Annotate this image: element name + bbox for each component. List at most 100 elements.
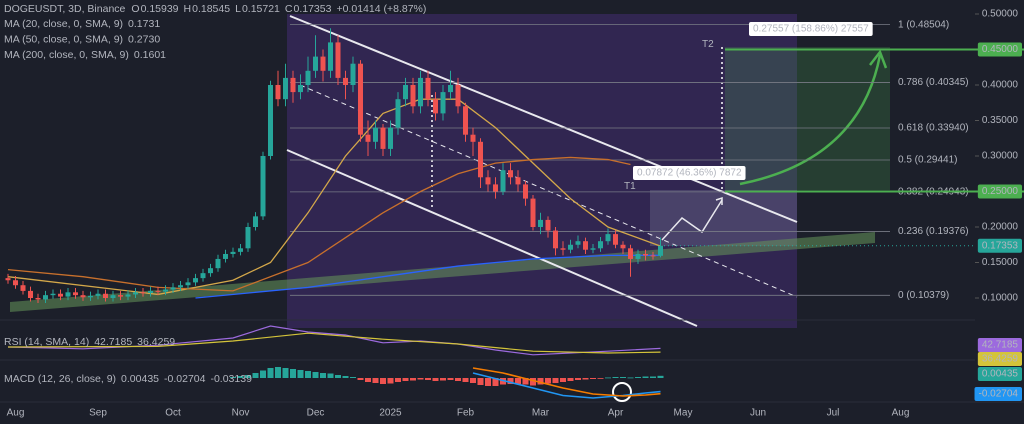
rsi-legend-value: 36.4259 xyxy=(137,336,175,348)
macd-histogram-bar xyxy=(657,375,664,378)
candle-body xyxy=(628,248,633,259)
macd-hist-label-bg xyxy=(977,367,1022,381)
candle-body xyxy=(313,56,318,71)
macd-histogram-bar xyxy=(342,376,349,378)
candle-body xyxy=(245,227,251,249)
macd-legend-value: 0.00435 xyxy=(121,373,159,385)
fib-label: 0 (0.10379) xyxy=(898,290,949,301)
y-tick-label: 0.50000 xyxy=(982,9,1019,20)
candle-body xyxy=(440,92,446,114)
channel-mid xyxy=(299,84,798,298)
candle-body xyxy=(88,295,93,298)
candle-body xyxy=(643,253,648,256)
rsi-value-label-bg xyxy=(977,338,1022,352)
candle-body xyxy=(425,77,431,100)
candle-body xyxy=(613,234,618,245)
candle-body xyxy=(5,278,11,281)
macd-histogram-bar xyxy=(627,377,634,379)
last-price-label: 0.17353 xyxy=(982,240,1019,251)
x-tick-label: Jul xyxy=(827,408,840,419)
x-tick-label: Aug xyxy=(892,408,910,419)
candle-body xyxy=(140,292,146,294)
candle-body xyxy=(133,292,138,295)
macd-legend-value: -0.02704 xyxy=(164,373,206,385)
macd-histogram-bar xyxy=(462,378,469,382)
candle-body xyxy=(163,289,168,292)
ohlc-key: H xyxy=(184,3,192,15)
candle-body xyxy=(530,198,536,227)
measure-label: 0.27557 (158.86%) 27557 xyxy=(753,24,869,35)
legend-name: MA (20, close, 0, SMA, 9) xyxy=(4,18,123,30)
candle-body xyxy=(620,244,626,249)
macd-line xyxy=(472,367,661,397)
candle-body xyxy=(73,292,78,296)
candle-body xyxy=(35,298,41,300)
t1-zone xyxy=(650,190,797,246)
macd-histogram-bar xyxy=(552,378,559,383)
macd-histogram-bar xyxy=(297,370,304,378)
legend-value: 0.2730 xyxy=(128,33,160,45)
macd-histogram-bar xyxy=(582,378,589,380)
macd-line xyxy=(472,372,661,399)
fib-label: 0.5 (0.29441) xyxy=(898,155,958,166)
candle-body xyxy=(13,280,18,286)
macd-histogram-bar xyxy=(380,378,386,384)
macd-histogram-bar xyxy=(522,378,529,385)
candle-body xyxy=(388,127,393,149)
x-tick-label: Jun xyxy=(750,408,766,419)
candle-body xyxy=(523,184,528,199)
macd-histogram-bar xyxy=(590,378,596,379)
macd-histogram-bar xyxy=(372,378,379,383)
candle-body xyxy=(305,70,311,85)
x-tick-label: Feb xyxy=(457,408,475,419)
ohlc-key: C xyxy=(285,3,293,15)
candle-body xyxy=(410,85,416,107)
macd-histogram-bar xyxy=(432,378,439,381)
candle-body xyxy=(298,85,303,93)
legend-value: 0.1601 xyxy=(134,49,166,61)
macd-histogram-bar xyxy=(282,368,289,378)
macd-histogram-bar xyxy=(320,373,326,378)
channel-upper xyxy=(289,15,798,223)
macd-histogram-bar xyxy=(470,378,476,383)
candle-body xyxy=(238,248,243,252)
macd-histogram-bar xyxy=(387,378,394,384)
macd-histogram-bar xyxy=(245,375,251,378)
ohlc-value: 0.17353 xyxy=(294,3,332,15)
macd-histogram-bar xyxy=(402,378,409,381)
macd-histogram-bar xyxy=(605,377,611,379)
candle-body xyxy=(515,177,521,185)
target-price-label: 0.25000 xyxy=(982,186,1019,197)
macd-histogram-bar xyxy=(612,377,619,378)
macd-histogram-bar xyxy=(575,378,581,380)
macd-histogram-bar xyxy=(395,378,401,382)
legend-name: MA (200, close, 0, SMA, 9) xyxy=(4,49,129,61)
candle-body xyxy=(290,77,296,93)
x-tick-label: Apr xyxy=(608,408,624,419)
candle-body xyxy=(155,290,161,292)
y-tick-label: 0.15000 xyxy=(982,257,1019,268)
x-tick-label: Mar xyxy=(532,408,550,419)
fib-label: 1 (0.48504) xyxy=(898,19,949,30)
y-tick-label: 0.40000 xyxy=(982,80,1019,91)
fib-label: 0.236 (0.19376) xyxy=(898,226,969,237)
candle-body xyxy=(275,85,281,100)
macd-histogram-bar xyxy=(260,370,266,378)
legend-name: MA (50, close, 0, SMA, 9) xyxy=(4,33,123,45)
candle-body xyxy=(268,85,273,156)
macd-histogram-bar xyxy=(597,378,604,379)
candle-body xyxy=(493,184,498,192)
candle-body xyxy=(193,278,198,283)
candle-body xyxy=(103,293,108,298)
macd-histogram-bar xyxy=(357,378,364,380)
candle-body xyxy=(223,253,228,259)
candle-body xyxy=(95,293,101,296)
target-tag: T1 xyxy=(624,181,636,192)
candle-body xyxy=(650,255,656,257)
y-tick-label: 0.30000 xyxy=(982,151,1019,162)
candle-body xyxy=(508,170,513,178)
macd-histogram-bar xyxy=(650,376,656,378)
candle-body xyxy=(395,99,401,128)
candle-body xyxy=(178,285,183,288)
